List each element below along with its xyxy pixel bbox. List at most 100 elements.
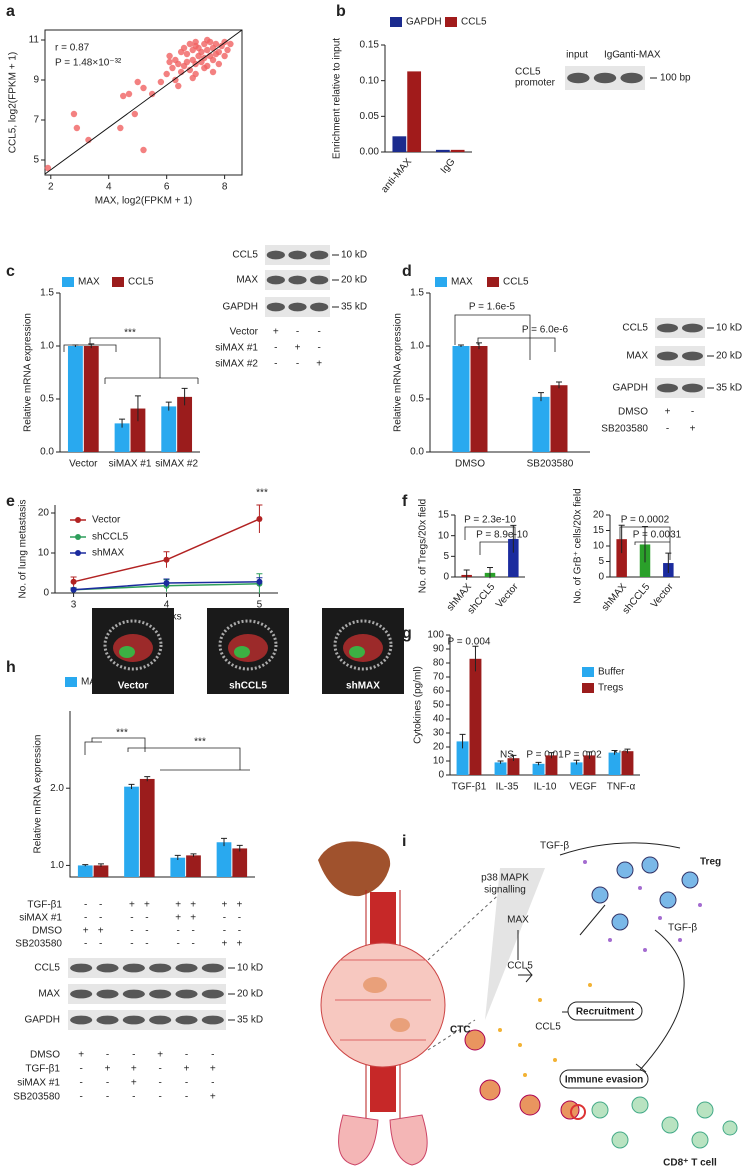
y-tick-label: 0.00 bbox=[360, 147, 380, 158]
bar bbox=[532, 396, 550, 452]
bar bbox=[177, 396, 193, 452]
error-bar bbox=[88, 343, 95, 349]
y-tick-label: 10 bbox=[593, 541, 605, 552]
point bbox=[169, 64, 176, 72]
bar bbox=[186, 855, 201, 877]
error-bar bbox=[642, 525, 648, 563]
x-tick-label: TNF-α bbox=[607, 782, 636, 793]
bar bbox=[216, 842, 232, 877]
y-tick-label: 90 bbox=[433, 644, 445, 655]
y-axis-label: No. of GrB⁺ cells/20x field bbox=[573, 488, 584, 603]
condition-sign: + bbox=[665, 407, 671, 418]
lane-label: input bbox=[566, 50, 588, 61]
x-tick-label: 8 bbox=[222, 182, 228, 193]
point bbox=[175, 82, 182, 90]
size-label: 20 kD bbox=[237, 989, 263, 1000]
blot-band bbox=[175, 989, 198, 999]
blot-band bbox=[70, 989, 93, 999]
blot-band bbox=[567, 72, 590, 84]
blot-band bbox=[70, 1015, 93, 1025]
error-bar bbox=[128, 783, 135, 789]
arrow bbox=[562, 904, 606, 1013]
diagram: TGF-β p38 MAPK signalling MAX CCL5 Treg … bbox=[318, 841, 738, 1169]
x-tick-label: 4 bbox=[164, 600, 170, 611]
condition-sign: - bbox=[106, 1078, 109, 1089]
blot-band bbox=[122, 963, 145, 973]
size-label: 35 kD bbox=[716, 383, 742, 394]
bar bbox=[83, 346, 99, 452]
blot-label: GAPDH bbox=[24, 1015, 60, 1026]
annotation: P = 1.6e-5 bbox=[469, 302, 516, 313]
blot-band bbox=[70, 963, 93, 973]
bar bbox=[114, 423, 130, 452]
condition-sign: - bbox=[106, 1050, 109, 1061]
x-tick-label: anti-MAX bbox=[379, 156, 414, 195]
legend-label: GAPDH bbox=[406, 17, 442, 28]
y-tick-label: 0 bbox=[43, 588, 49, 599]
error-bar bbox=[181, 387, 188, 406]
condition-sign: - bbox=[191, 939, 194, 950]
error-bar bbox=[134, 395, 141, 422]
point bbox=[183, 58, 191, 66]
condition-label: SB203580 bbox=[15, 939, 62, 950]
condition-sign: + bbox=[129, 900, 135, 911]
error-bar bbox=[458, 344, 464, 348]
point bbox=[175, 60, 182, 68]
point bbox=[209, 68, 217, 76]
point bbox=[198, 48, 205, 56]
legend-swatch bbox=[435, 277, 447, 287]
marker bbox=[163, 556, 170, 563]
condition-sign: + bbox=[236, 900, 242, 911]
error-bar bbox=[463, 569, 470, 580]
bar bbox=[616, 539, 627, 577]
point bbox=[166, 52, 173, 60]
error-bar bbox=[119, 418, 126, 428]
legend-swatch bbox=[582, 667, 594, 677]
blot bbox=[655, 346, 705, 366]
blot-label: CCL5 bbox=[34, 963, 60, 974]
y-tick-label: 0.0 bbox=[410, 447, 424, 458]
point bbox=[148, 90, 156, 98]
x-tick-label: 2 bbox=[48, 182, 54, 193]
lane-label: IgG bbox=[604, 50, 620, 61]
condition-sign: - bbox=[130, 913, 133, 924]
annotation: P = 0.004 bbox=[448, 637, 491, 648]
x-tick-label: 4 bbox=[106, 182, 112, 193]
condition-label: SB203580 bbox=[13, 1092, 60, 1103]
point bbox=[215, 48, 223, 56]
y-tick-label: 80 bbox=[433, 658, 445, 669]
y-axis-label: Relative mRNA expression bbox=[33, 735, 44, 854]
x-tick-label: Vector bbox=[494, 581, 521, 610]
condition-label: TGF-β1 bbox=[25, 1064, 60, 1075]
inhibit-arrow bbox=[635, 929, 685, 1073]
condition-sign: - bbox=[145, 926, 148, 937]
bar bbox=[170, 857, 186, 877]
point bbox=[215, 60, 223, 68]
blot-band bbox=[149, 963, 172, 973]
condition-sign: - bbox=[79, 1064, 82, 1075]
x-tick-label: siMAX #2 bbox=[155, 459, 198, 470]
x-tick-label: Vector bbox=[649, 581, 676, 610]
annotation: P = 0.02 bbox=[564, 750, 602, 761]
panel-label: e bbox=[6, 493, 15, 510]
bar bbox=[407, 71, 422, 152]
blot bbox=[68, 984, 226, 1004]
point bbox=[212, 40, 220, 48]
condition-sign: + bbox=[190, 900, 196, 911]
error-bar bbox=[586, 751, 593, 759]
y-tick-label: 15 bbox=[438, 510, 450, 521]
bar bbox=[507, 758, 520, 775]
error-bar bbox=[497, 760, 504, 764]
y-tick-label: 10 bbox=[38, 548, 50, 559]
condition-sign: - bbox=[99, 913, 102, 924]
condition-sign: - bbox=[145, 939, 148, 950]
bar bbox=[130, 408, 146, 452]
point bbox=[73, 124, 81, 132]
condition-sign: - bbox=[191, 926, 194, 937]
blot-band bbox=[657, 351, 678, 361]
point bbox=[44, 164, 52, 172]
y-tick-label: 0.5 bbox=[410, 394, 424, 405]
y-axis-label: No. of Tregs/20x field bbox=[418, 499, 429, 594]
marker bbox=[163, 580, 170, 586]
panel-label: d bbox=[402, 263, 412, 280]
